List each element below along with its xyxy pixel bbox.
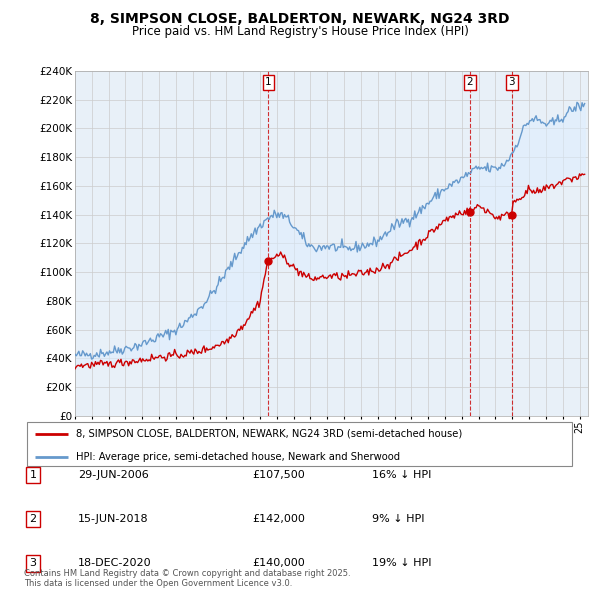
FancyBboxPatch shape [27, 422, 572, 466]
Text: 3: 3 [508, 77, 515, 87]
Text: 8, SIMPSON CLOSE, BALDERTON, NEWARK, NG24 3RD: 8, SIMPSON CLOSE, BALDERTON, NEWARK, NG2… [90, 12, 510, 26]
Text: 3: 3 [29, 559, 37, 568]
Text: 1: 1 [265, 77, 272, 87]
Text: 29-JUN-2006: 29-JUN-2006 [78, 470, 149, 480]
Text: 2: 2 [29, 514, 37, 524]
Text: 19% ↓ HPI: 19% ↓ HPI [372, 559, 431, 568]
Text: £142,000: £142,000 [252, 514, 305, 524]
Text: 9% ↓ HPI: 9% ↓ HPI [372, 514, 425, 524]
Text: £140,000: £140,000 [252, 559, 305, 568]
Text: 2: 2 [466, 77, 473, 87]
Text: Price paid vs. HM Land Registry's House Price Index (HPI): Price paid vs. HM Land Registry's House … [131, 25, 469, 38]
Text: £107,500: £107,500 [252, 470, 305, 480]
Text: 18-DEC-2020: 18-DEC-2020 [78, 559, 152, 568]
Text: HPI: Average price, semi-detached house, Newark and Sherwood: HPI: Average price, semi-detached house,… [76, 452, 401, 462]
Text: Contains HM Land Registry data © Crown copyright and database right 2025.
This d: Contains HM Land Registry data © Crown c… [24, 569, 350, 588]
Text: 8, SIMPSON CLOSE, BALDERTON, NEWARK, NG24 3RD (semi-detached house): 8, SIMPSON CLOSE, BALDERTON, NEWARK, NG2… [76, 429, 463, 439]
Text: 16% ↓ HPI: 16% ↓ HPI [372, 470, 431, 480]
Text: 1: 1 [29, 470, 37, 480]
Text: 15-JUN-2018: 15-JUN-2018 [78, 514, 149, 524]
